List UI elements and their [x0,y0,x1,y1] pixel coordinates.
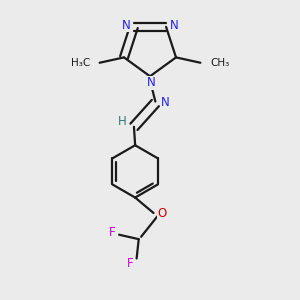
Text: O: O [157,207,167,220]
Text: H₃C: H₃C [71,58,90,68]
Text: F: F [109,226,116,239]
Text: F: F [127,257,134,270]
Text: N: N [170,19,178,32]
Text: H: H [118,115,127,128]
Text: CH₃: CH₃ [210,58,229,68]
Text: N: N [147,76,156,89]
Text: N: N [122,19,130,32]
Text: N: N [160,96,169,109]
